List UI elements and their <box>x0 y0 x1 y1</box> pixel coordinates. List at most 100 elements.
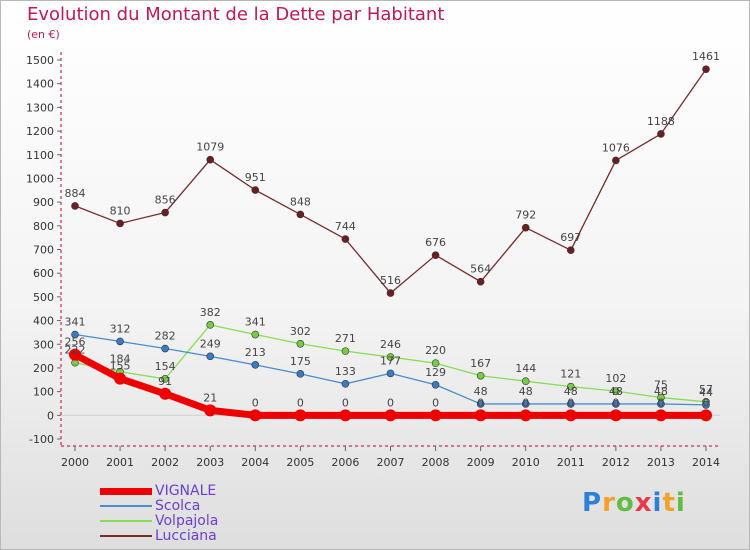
data-label-scolca: 312 <box>110 322 131 335</box>
legend-label: Scolca <box>155 498 201 514</box>
x-tick-label: 2003 <box>196 456 224 469</box>
data-label-volpajola: 144 <box>515 362 536 375</box>
data-point-vignale <box>564 409 577 422</box>
data-point-vignale <box>700 409 712 422</box>
data-point-scolca <box>521 400 530 408</box>
data-label-scolca: 48 <box>654 385 668 398</box>
data-point-vignale <box>519 409 532 422</box>
data-point-vignale <box>474 409 487 422</box>
data-label-lucciana: 1076 <box>602 141 630 154</box>
y-tick-label: 1100 <box>26 149 54 162</box>
data-label-vignale: 0 <box>477 396 484 409</box>
data-label-scolca: 175 <box>290 355 311 368</box>
legend-label: Volpajola <box>155 513 219 529</box>
y-tick-label: 400 <box>33 315 54 328</box>
data-point-lucciana <box>566 246 575 255</box>
data-label-volpajola: 341 <box>245 316 266 329</box>
data-label-lucciana: 848 <box>290 195 311 208</box>
data-point-scolca <box>431 380 440 389</box>
data-point-lucciana <box>476 277 485 286</box>
data-label-scolca: 177 <box>380 354 401 367</box>
data-point-scolca <box>161 344 169 353</box>
data-label-lucciana: 697 <box>560 231 581 244</box>
data-label-scolca: 282 <box>155 330 176 343</box>
data-label-volpajola: 246 <box>380 338 401 351</box>
data-point-volpajola <box>612 387 620 395</box>
data-label-lucciana: 676 <box>425 236 446 249</box>
y-tick-label: 0 <box>47 409 54 422</box>
y-tick-label: 500 <box>33 291 54 304</box>
data-label-scolca: 48 <box>609 385 623 398</box>
legend-swatch <box>100 520 152 522</box>
data-point-lucciana <box>612 156 620 165</box>
data-point-scolca <box>702 401 710 409</box>
data-point-scolca <box>386 369 395 378</box>
data-label-scolca: 44 <box>699 386 713 399</box>
data-label-vignale: 155 <box>110 360 131 373</box>
legend-label: Lucciana <box>155 528 217 544</box>
data-point-vignale <box>294 409 307 422</box>
data-point-vignale <box>609 409 622 422</box>
data-label-scolca: 341 <box>65 316 86 329</box>
x-tick-label: 2000 <box>61 456 89 469</box>
legend-label: VIGNALE <box>155 483 217 499</box>
data-point-volpajola <box>386 353 395 361</box>
chart-title: Evolution du Montant de la Dette par Hab… <box>27 4 445 25</box>
data-label-volpajola: 184 <box>110 353 131 366</box>
data-point-vignale <box>339 409 352 422</box>
y-tick-label: 100 <box>33 386 54 399</box>
data-label-volpajola: 167 <box>470 357 491 370</box>
data-point-vignale <box>249 409 262 422</box>
data-label-scolca: 249 <box>200 337 221 350</box>
data-point-volpajola <box>341 347 350 355</box>
data-point-vignale <box>69 348 81 361</box>
y-tick-label: 1400 <box>26 78 54 91</box>
data-point-lucciana <box>431 251 440 259</box>
data-label-lucciana: 516 <box>380 274 401 287</box>
data-label-volpajola: 154 <box>155 360 176 373</box>
data-label-volpajola: 271 <box>335 332 356 345</box>
proxiti-logo: Proxiti <box>582 488 686 518</box>
data-label-volpajola: 57 <box>699 383 713 396</box>
y-tick-label: 1200 <box>26 125 54 138</box>
data-point-lucciana <box>296 210 305 219</box>
chart-subtitle: (en €) <box>27 28 60 41</box>
data-label-volpajola: 302 <box>290 325 311 338</box>
y-tick-label: -100 <box>29 433 54 446</box>
x-tick-label: 2004 <box>241 456 269 469</box>
y-tick-label: 600 <box>33 267 54 280</box>
data-point-volpajola <box>206 321 215 329</box>
data-point-scolca <box>206 352 215 361</box>
data-label-lucciana: 884 <box>65 187 86 200</box>
data-label-vignale: 91 <box>158 375 172 388</box>
x-tick-label: 2001 <box>106 456 134 469</box>
data-point-vignale <box>384 409 397 422</box>
data-label-vignale: 0 <box>612 396 619 409</box>
data-label-scolca: 48 <box>564 385 578 398</box>
data-point-volpajola <box>431 359 440 368</box>
data-label-vignale: 0 <box>657 396 664 409</box>
y-tick-label: 700 <box>33 244 54 257</box>
data-point-lucciana <box>657 130 665 138</box>
x-tick-label: 2012 <box>602 456 630 469</box>
data-label-vignale: 0 <box>342 396 349 409</box>
data-label-lucciana: 1188 <box>647 115 675 128</box>
data-point-lucciana <box>521 223 530 232</box>
y-tick-label: 200 <box>33 362 54 375</box>
data-label-vignale: 0 <box>252 396 259 409</box>
legend-swatch <box>100 535 152 537</box>
data-point-vignale <box>429 409 442 422</box>
data-label-lucciana: 810 <box>110 204 131 217</box>
data-point-vignale <box>159 387 172 400</box>
data-point-lucciana <box>702 65 710 74</box>
data-point-lucciana <box>71 202 79 210</box>
data-label-vignale: 256 <box>65 336 86 349</box>
data-point-scolca <box>657 400 665 408</box>
data-point-scolca <box>116 337 124 346</box>
data-label-lucciana: 856 <box>155 194 176 207</box>
data-point-scolca <box>566 400 575 408</box>
x-tick-label: 2010 <box>512 456 540 469</box>
series-line-lucciana <box>74 68 707 294</box>
data-point-scolca <box>341 380 350 388</box>
